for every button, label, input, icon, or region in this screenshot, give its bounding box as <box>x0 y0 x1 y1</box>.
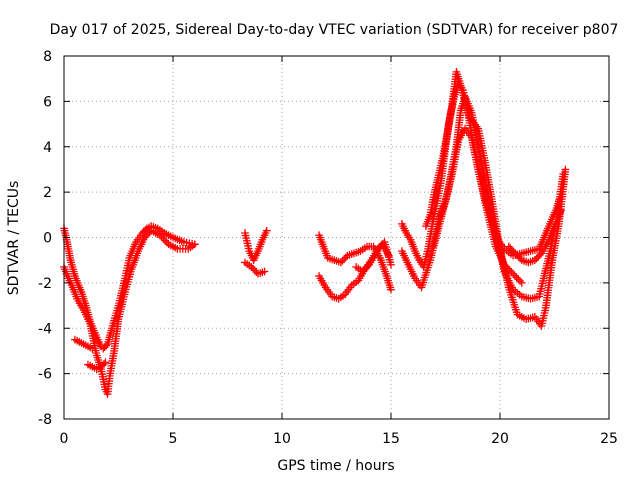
x-tick-label: 15 <box>382 431 400 447</box>
series-5 <box>241 226 271 265</box>
data-point <box>262 226 271 235</box>
data-point <box>387 285 395 294</box>
series-9 <box>352 240 393 276</box>
y-axis-label: SDTVAR / TECUs <box>6 181 22 296</box>
x-tick-label: 20 <box>491 431 509 447</box>
data-point <box>561 165 570 174</box>
series-2 <box>60 226 199 398</box>
y-tick-label: -8 <box>38 412 52 428</box>
data-point <box>100 359 108 368</box>
series-6 <box>241 258 269 278</box>
x-tick-label: 5 <box>169 431 178 447</box>
data-point <box>557 206 565 215</box>
series-13 <box>428 124 526 287</box>
y-tick-label: 0 <box>43 231 52 247</box>
series-3 <box>71 335 97 353</box>
x-axis-label: GPS time / hours <box>277 458 394 474</box>
y-tick-label: 2 <box>43 185 52 201</box>
data-point <box>100 343 109 352</box>
data-point <box>384 251 393 260</box>
y-tick-label: 8 <box>43 49 52 65</box>
data-point <box>260 267 269 276</box>
y-tick-label: -4 <box>38 321 52 337</box>
series-4 <box>84 358 110 373</box>
axis-ticks <box>63 55 610 420</box>
data-point <box>190 240 199 249</box>
series-7 <box>315 231 395 294</box>
x-tick-label: 25 <box>600 431 618 447</box>
tick-labels: 0 5 10 15 20 25 -8 -6 -4 -2 0 2 4 6 8 <box>38 49 618 447</box>
data-point <box>88 344 97 353</box>
chart-title: Day 017 of 2025, Sidereal Day-to-day VTE… <box>50 22 619 38</box>
y-tick-label: -6 <box>38 367 52 383</box>
y-tick-label: -2 <box>38 276 52 292</box>
series-14 <box>504 206 565 267</box>
data-points <box>60 68 570 398</box>
data-point <box>517 279 526 287</box>
x-tick-label: 10 <box>273 431 291 447</box>
grid-layer <box>64 56 609 419</box>
data-point <box>101 358 110 367</box>
y-tick-label: 6 <box>43 94 52 110</box>
data-point <box>387 260 395 269</box>
y-tick-label: 4 <box>43 140 52 156</box>
series-12 <box>422 68 570 330</box>
x-tick-label: 0 <box>60 431 69 447</box>
